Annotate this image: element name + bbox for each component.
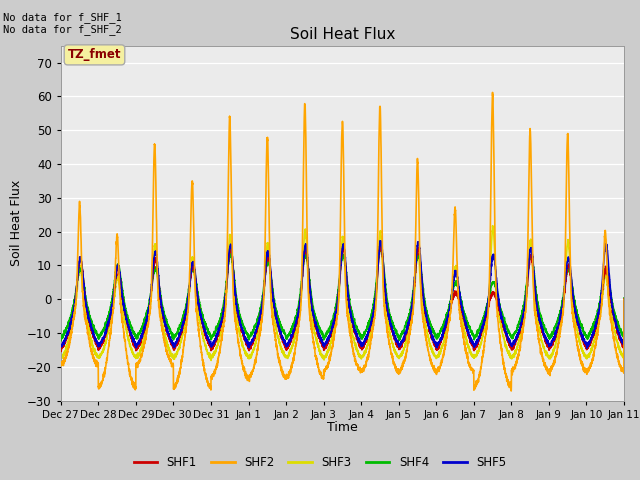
- SHF3: [620, 296, 628, 302]
- SHF3: [57, 354, 65, 360]
- SHF4: [620, 333, 627, 339]
- SHF3: [489, 223, 497, 228]
- SHF2: [158, 325, 166, 331]
- SHF5: [57, 342, 65, 348]
- SHF1: [501, 327, 509, 333]
- Text: No data for f_SHF_2: No data for f_SHF_2: [3, 24, 122, 35]
- X-axis label: Time: Time: [327, 421, 358, 434]
- Text: TZ_fmet: TZ_fmet: [68, 48, 121, 61]
- Title: Soil Heat Flux: Soil Heat Flux: [290, 27, 395, 42]
- Line: SHF2: SHF2: [61, 93, 624, 391]
- Line: SHF1: SHF1: [61, 243, 624, 352]
- SHF2: [620, 297, 628, 302]
- Text: No data for f_SHF_1: No data for f_SHF_1: [3, 12, 122, 23]
- SHF1: [620, 296, 628, 302]
- SHF3: [438, 345, 445, 350]
- SHF5: [583, 345, 591, 351]
- SHF2: [489, 90, 497, 96]
- SHF3: [322, 354, 330, 360]
- SHF1: [438, 336, 445, 342]
- SHF4: [469, 333, 477, 338]
- SHF5: [501, 327, 509, 333]
- SHF4: [57, 338, 65, 344]
- SHF3: [620, 355, 627, 361]
- SHF4: [620, 295, 628, 301]
- SHF1: [57, 348, 65, 353]
- Legend: SHF1, SHF2, SHF3, SHF4, SHF5: SHF1, SHF2, SHF3, SHF4, SHF5: [129, 452, 511, 474]
- SHF2: [620, 369, 627, 374]
- SHF1: [57, 349, 65, 355]
- SHF2: [468, 367, 476, 372]
- SHF1: [377, 240, 385, 246]
- SHF2: [508, 388, 515, 394]
- SHF5: [620, 297, 628, 303]
- SHF2: [57, 360, 65, 366]
- SHF3: [158, 320, 166, 325]
- Y-axis label: Soil Heat Flux: Soil Heat Flux: [10, 180, 23, 266]
- SHF5: [321, 340, 329, 346]
- SHF1: [158, 307, 166, 313]
- SHF2: [501, 367, 509, 372]
- SHF4: [377, 245, 385, 251]
- Line: SHF5: SHF5: [61, 240, 624, 348]
- SHF5: [620, 341, 627, 347]
- SHF3: [501, 340, 509, 346]
- SHF5: [469, 340, 477, 346]
- Line: SHF3: SHF3: [61, 226, 624, 360]
- SHF4: [501, 319, 509, 324]
- SHF1: [322, 345, 330, 350]
- SHF3: [207, 358, 215, 363]
- SHF2: [438, 358, 445, 363]
- SHF4: [321, 332, 329, 338]
- SHF5: [376, 238, 384, 243]
- SHF5: [438, 335, 445, 341]
- SHF5: [158, 307, 166, 313]
- SHF3: [469, 351, 477, 357]
- SHF2: [321, 367, 329, 373]
- SHF4: [158, 300, 166, 306]
- SHF1: [469, 343, 477, 348]
- SHF4: [438, 324, 445, 330]
- Line: SHF4: SHF4: [61, 248, 624, 341]
- SHF1: [620, 345, 627, 351]
